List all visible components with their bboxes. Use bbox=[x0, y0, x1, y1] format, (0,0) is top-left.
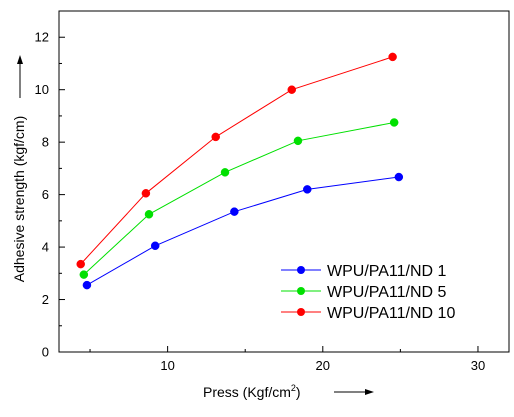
series-line bbox=[80, 56, 393, 265]
series-layer bbox=[76, 52, 404, 290]
data-point bbox=[287, 85, 297, 94]
x-axis-title-sup: 2 bbox=[291, 383, 296, 393]
legend-entry: WPU/PA11/ND 10 bbox=[281, 305, 455, 322]
x-tick-label: 20 bbox=[316, 358, 330, 373]
legend-entry: WPU/PA11/ND 1 bbox=[281, 263, 447, 280]
legend-label: WPU/PA11/ND 10 bbox=[327, 305, 455, 322]
data-point bbox=[394, 172, 404, 182]
legend-label: WPU/PA11/ND 5 bbox=[327, 284, 447, 301]
data-point bbox=[144, 210, 154, 219]
legend-label: WPU/PA11/ND 1 bbox=[327, 263, 447, 280]
legend: WPU/PA11/ND 1 WPU/PA11/ND 5 WPU/PA11/ND 10 bbox=[281, 263, 455, 322]
data-point bbox=[141, 189, 151, 198]
data-point bbox=[82, 280, 92, 290]
series-1 bbox=[82, 172, 404, 290]
legend-entry: WPU/PA11/ND 5 bbox=[281, 284, 447, 301]
plot-frame bbox=[58, 10, 510, 353]
y-tick-label: 4 bbox=[42, 240, 49, 255]
y-tick-label: 2 bbox=[42, 292, 49, 307]
data-point bbox=[150, 241, 160, 251]
data-point bbox=[230, 207, 239, 216]
series-line bbox=[83, 122, 395, 275]
data-point bbox=[388, 52, 397, 62]
x-axis-title-group: Press (Kgf/cm2) bbox=[203, 383, 374, 400]
x-tick-label: 30 bbox=[471, 358, 485, 373]
data-point bbox=[79, 270, 89, 279]
legend-marker bbox=[297, 308, 305, 316]
x-axis-title-main: Press (Kgf/cm bbox=[203, 384, 291, 400]
data-point bbox=[220, 168, 230, 177]
data-point bbox=[389, 118, 399, 127]
y-tick-label: 6 bbox=[42, 187, 49, 202]
series-2 bbox=[79, 118, 399, 279]
x-tick-label: 10 bbox=[160, 358, 174, 373]
y-axis-title: Adhesive strength (kgf/cm) bbox=[11, 116, 27, 283]
y-tick-label: 0 bbox=[42, 345, 49, 360]
x-axis-arrow-head bbox=[365, 389, 374, 395]
data-point bbox=[303, 185, 312, 194]
y-tick-label: 10 bbox=[35, 82, 49, 97]
data-point bbox=[76, 259, 85, 269]
legend-marker bbox=[297, 287, 305, 295]
data-point bbox=[211, 132, 220, 142]
x-axis-title-suffix: ) bbox=[296, 384, 301, 400]
legend-marker bbox=[297, 266, 305, 274]
y-tick-label: 12 bbox=[35, 30, 49, 45]
y-tick-label: 8 bbox=[42, 135, 49, 150]
data-point bbox=[293, 136, 303, 146]
y-axis-arrow-head bbox=[17, 55, 23, 64]
x-axis-title: Press (Kgf/cm2) bbox=[203, 383, 301, 400]
series-3 bbox=[76, 52, 397, 269]
y-axis-title-group: Adhesive strength (kgf/cm) bbox=[11, 55, 27, 282]
axis-ticks: 0 2 4 6 8 10 12 10 20 30 bbox=[35, 30, 486, 373]
